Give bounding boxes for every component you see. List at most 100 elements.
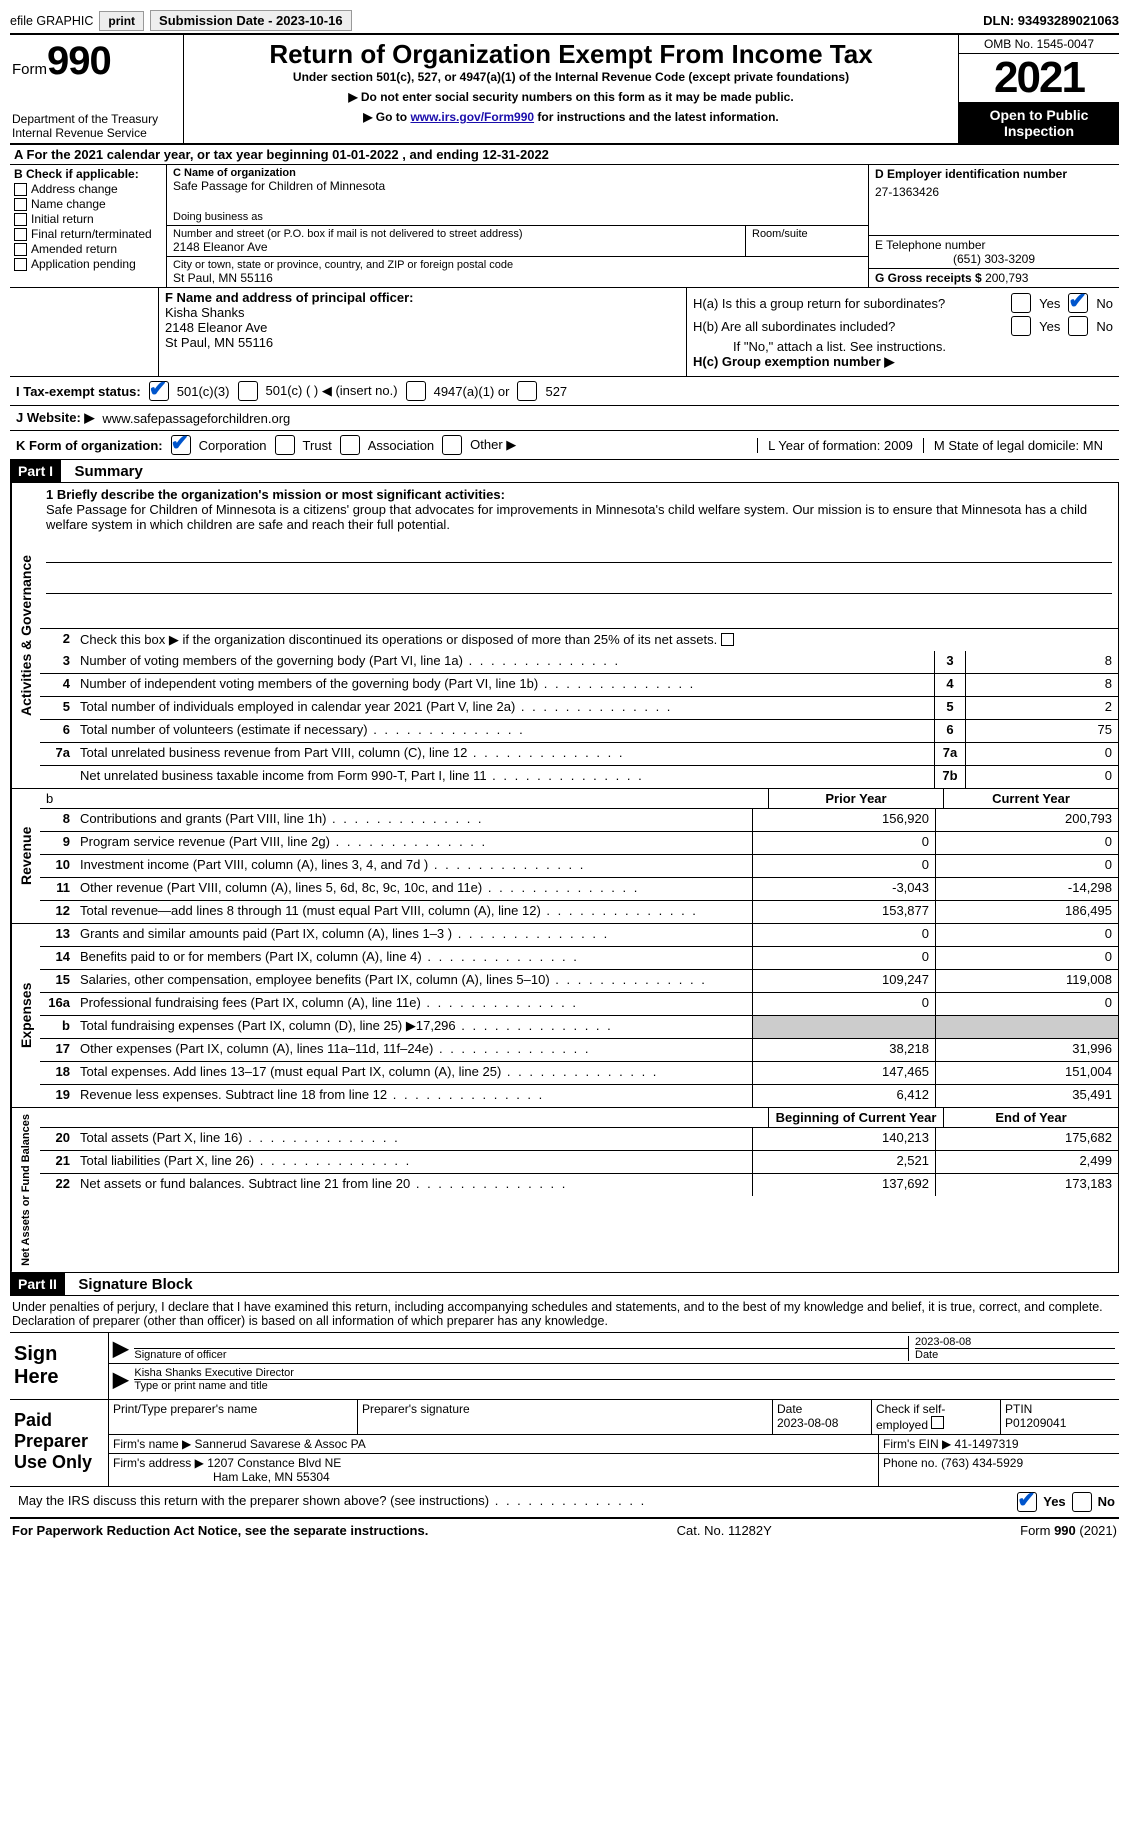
prep-name-lbl: Print/Type preparer's name — [109, 1400, 358, 1434]
m-state: M State of legal domicile: MN — [923, 438, 1113, 453]
f-lbl: F Name and address of principal officer: — [165, 290, 680, 305]
hb-yes[interactable] — [1011, 316, 1031, 336]
gross-lbl: G Gross receipts $ — [875, 271, 982, 285]
irs-label: Internal Revenue Service — [12, 126, 177, 140]
table-row: 11 Other revenue (Part VIII, column (A),… — [40, 878, 1118, 901]
discuss-row: May the IRS discuss this return with the… — [10, 1487, 1119, 1518]
j-lbl: J Website: ▶ — [16, 410, 94, 426]
form-title: Return of Organization Exempt From Incom… — [192, 39, 950, 70]
gov-line: 3 Number of voting members of the govern… — [40, 651, 1118, 674]
ha-yes[interactable] — [1011, 293, 1031, 313]
chk-assoc[interactable] — [340, 435, 360, 455]
paid-preparer-block: Paid Preparer Use Only Print/Type prepar… — [10, 1400, 1119, 1487]
end-year-hdr: End of Year — [943, 1108, 1118, 1127]
tax-year: 2021 — [959, 54, 1119, 103]
chk-trust[interactable] — [275, 435, 295, 455]
officer-typed-name: Kisha Shanks Executive Director — [134, 1367, 1115, 1379]
firm-name: Sannerud Savarese & Assoc PA — [195, 1437, 366, 1451]
tel-value: (651) 303-3209 — [875, 252, 1113, 266]
table-row: 17 Other expenses (Part IX, column (A), … — [40, 1039, 1118, 1062]
line-2: Check this box ▶ if the organization dis… — [76, 629, 1118, 651]
table-row: 13 Grants and similar amounts paid (Part… — [40, 924, 1118, 947]
chk-final[interactable] — [14, 228, 27, 241]
prep-date: 2023-08-08 — [777, 1416, 838, 1430]
form-prefix: Form — [12, 61, 47, 78]
summary-body: Activities & Governance 1 Briefly descri… — [10, 483, 1119, 789]
table-row: 15 Salaries, other compensation, employe… — [40, 970, 1118, 993]
arrow-icon: ▶ — [113, 1336, 128, 1361]
chk-corp[interactable] — [171, 435, 191, 455]
table-row: 14 Benefits paid to or for members (Part… — [40, 947, 1118, 970]
discuss-yes[interactable] — [1017, 1492, 1037, 1512]
city-lbl: City or town, state or province, country… — [173, 259, 862, 271]
gov-line: 4 Number of independent voting members o… — [40, 674, 1118, 697]
tab-netassets: Net Assets or Fund Balances — [11, 1108, 40, 1272]
col-b: B Check if applicable: Address change Na… — [10, 165, 167, 287]
form-page: Form 990 (2021) — [1020, 1523, 1117, 1538]
chk-name[interactable] — [14, 198, 27, 211]
mission-block: 1 Briefly describe the organization's mi… — [40, 483, 1118, 629]
chk-pending[interactable] — [14, 258, 27, 271]
chk-discontinued[interactable] — [721, 633, 734, 646]
chk-address[interactable] — [14, 183, 27, 196]
table-row: 20 Total assets (Part X, line 16) 140,21… — [40, 1128, 1118, 1151]
form-number: 990 — [47, 39, 111, 83]
table-row: 12 Total revenue—add lines 8 through 11 … — [40, 901, 1118, 923]
goto-pre: ▶ Go to — [363, 110, 410, 124]
chk-initial[interactable] — [14, 213, 27, 226]
part-ii-title: Signature Block — [68, 1276, 192, 1293]
hb-no[interactable] — [1068, 316, 1088, 336]
chk-501c3[interactable] — [149, 381, 169, 401]
header-sub2: ▶ Do not enter social security numbers o… — [192, 90, 950, 104]
chk-other[interactable] — [442, 435, 462, 455]
ptin: P01209041 — [1005, 1416, 1066, 1430]
ha-no[interactable] — [1068, 293, 1088, 313]
chk-527[interactable] — [517, 381, 537, 401]
chk-self-employed[interactable] — [931, 1416, 944, 1429]
discuss-q: May the IRS discuss this return with the… — [14, 1491, 915, 1513]
netassets-section: Net Assets or Fund Balances Beginning of… — [10, 1108, 1119, 1273]
section-fh: F Name and address of principal officer:… — [10, 288, 1119, 377]
b-header: B Check if applicable: — [14, 167, 162, 181]
section-bcd: B Check if applicable: Address change Na… — [10, 165, 1119, 288]
chk-4947[interactable] — [406, 381, 426, 401]
officer-addr1: 2148 Eleanor Ave — [165, 320, 680, 335]
current-year-hdr: Current Year — [943, 789, 1118, 808]
chk-amended[interactable] — [14, 243, 27, 256]
table-row: 19 Revenue less expenses. Subtract line … — [40, 1085, 1118, 1107]
table-row: b Total fundraising expenses (Part IX, c… — [40, 1016, 1118, 1039]
table-row: 8 Contributions and grants (Part VIII, l… — [40, 809, 1118, 832]
form-header: Form990 Department of the Treasury Inter… — [10, 35, 1119, 145]
perjury-declaration: Under penalties of perjury, I declare th… — [10, 1296, 1119, 1333]
mission-lbl: 1 Briefly describe the organization's mi… — [46, 487, 1112, 502]
officer-name: Kisha Shanks — [165, 305, 680, 320]
row-j: J Website: ▶ www.safepassageforchildren.… — [10, 406, 1119, 431]
table-row: 16a Professional fundraising fees (Part … — [40, 993, 1118, 1016]
hb-lbl: H(b) Are all subordinates included? — [693, 319, 895, 334]
gov-line: 5 Total number of individuals employed i… — [40, 697, 1118, 720]
dba-lbl: Doing business as — [173, 211, 862, 223]
website: www.safepassageforchildren.org — [102, 411, 290, 426]
ha-lbl: H(a) Is this a group return for subordin… — [693, 296, 945, 311]
table-row: 9 Program service revenue (Part VIII, li… — [40, 832, 1118, 855]
header-sub1: Under section 501(c), 527, or 4947(a)(1)… — [192, 70, 950, 84]
print-button[interactable]: print — [99, 11, 144, 31]
tab-revenue: Revenue — [11, 789, 40, 923]
chk-501c[interactable] — [238, 381, 258, 401]
open-inspection: Open to Public Inspection — [959, 103, 1119, 143]
discuss-no[interactable] — [1072, 1492, 1092, 1512]
dln: DLN: 93493289021063 — [983, 13, 1119, 28]
firm-ein: 41-1497319 — [955, 1437, 1019, 1451]
part-ii-header: Part II Signature Block — [10, 1273, 1119, 1296]
sign-here-block: Sign Here ▶ Signature of officer 2023-08… — [10, 1333, 1119, 1400]
tab-governance: Activities & Governance — [11, 483, 40, 788]
col-d: D Employer identification number 27-1363… — [868, 165, 1119, 287]
irs-link[interactable]: www.irs.gov/Form990 — [410, 110, 534, 124]
goto-post: for instructions and the latest informat… — [534, 110, 779, 124]
firm-addr2: Ham Lake, MN 55304 — [113, 1470, 330, 1484]
table-row: 21 Total liabilities (Part X, line 26) 2… — [40, 1151, 1118, 1174]
sig-officer-lbl: Signature of officer — [134, 1348, 908, 1361]
arrow-icon: ▶ — [113, 1367, 128, 1392]
beg-year-hdr: Beginning of Current Year — [768, 1108, 943, 1127]
cat-no: Cat. No. 11282Y — [677, 1523, 772, 1538]
